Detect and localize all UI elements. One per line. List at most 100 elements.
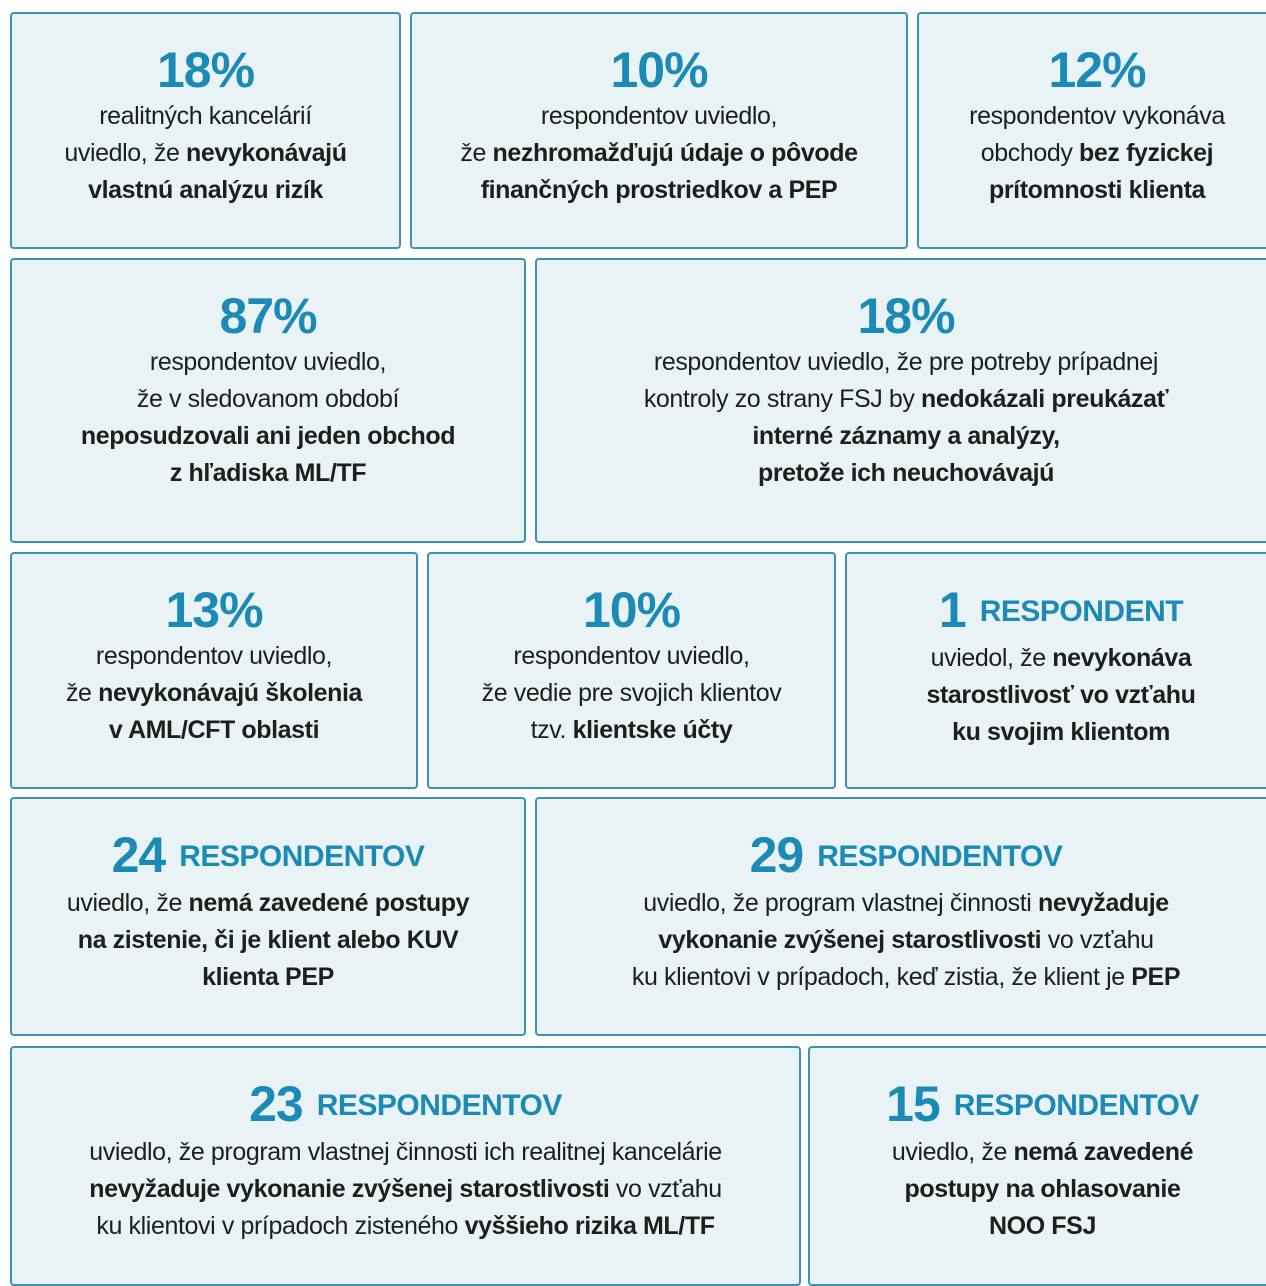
text-line: interné záznamy a analýzy, [537, 418, 1266, 455]
text-line: respondentov uviedlo, že pre potreby prí… [537, 344, 1266, 381]
bold-text: v AML/CFT oblasti [108, 716, 320, 744]
text-line: respondentov vykonáva [919, 98, 1266, 135]
text: že [460, 139, 493, 167]
text-line: neposudzovali ani jeden obchod [12, 418, 524, 455]
text-line: starostlivosť vo vzťahu [847, 677, 1266, 714]
bold-text: nevykonávajú školenia [98, 679, 363, 707]
text: obchody [980, 139, 1080, 167]
headline: 87% [12, 288, 524, 344]
bold-text: nedokázali preukázať [921, 385, 1169, 413]
text: uviedlo, že program vlastnej činnosti [643, 889, 1038, 917]
stat-card: 15 RESPONDENTOV uviedlo, že nemá zavedené p… [808, 1046, 1266, 1286]
bold-text: klienta PEP [202, 963, 334, 991]
text-line: uviedlo, že nevykonávajú [12, 135, 399, 172]
headline: 10% [429, 582, 834, 638]
text: realitných kancelárií [99, 102, 312, 130]
text: že vedie pre svojich klientov [481, 679, 782, 707]
bold-text: nemá zavedené postupy [188, 889, 470, 917]
headline: 29 RESPONDENTOV [537, 827, 1266, 885]
stat-card: 18% realitných kancelárií uviedlo, že nevy… [10, 12, 401, 249]
text-line: respondentov uviedlo, [12, 638, 416, 675]
headline: 12% [919, 42, 1266, 98]
bold-text: nevykonáva [1052, 644, 1192, 672]
stat-card: 23 RESPONDENTOV uviedlo, že program vlastn… [10, 1046, 801, 1286]
headline: 15 RESPONDENTOV [810, 1076, 1266, 1134]
text: respondentov uviedlo, [149, 348, 387, 376]
text: uviedlo, že [891, 1138, 1014, 1166]
text: respondentov vykonáva [969, 102, 1225, 130]
headline: 18% [537, 288, 1266, 344]
text-line: že nezhromažďujú údaje o pôvode [412, 135, 906, 172]
text: respondentov uviedlo, že pre potreby prí… [653, 348, 1159, 376]
stat-card: 10% respondentov uviedlo, že nezhromažďujú… [410, 12, 908, 249]
text: ku klientovi v prípadoch zisteného [96, 1212, 465, 1240]
text-line: klienta PEP [12, 959, 524, 996]
bold-text: prítomnosti klienta [988, 176, 1206, 204]
text: uviedlo, že [64, 139, 187, 167]
bold-text: nevyžaduje vykonanie zvýšenej starostliv… [89, 1175, 610, 1203]
text-line: ku klientovi v prípadoch, keď zistia, že… [537, 959, 1266, 996]
text-line: NOO FSJ [810, 1208, 1266, 1245]
headline: 1 RESPONDENT [847, 582, 1266, 640]
bold-text: vykonanie zvýšenej starostlivosti [658, 926, 1042, 954]
unit: RESPONDENTOV [817, 840, 1063, 873]
figure: 10% [610, 42, 708, 98]
headline: 13% [12, 582, 416, 638]
text: ku klientovi v prípadoch, keď zistia, že… [631, 963, 1132, 991]
text-line: vlastnú analýzu rizík [12, 172, 399, 209]
stat-card: 18% respondentov uviedlo, že pre potreby … [535, 258, 1266, 543]
text: respondentov uviedlo, [540, 102, 778, 130]
text-line: prítomnosti klienta [919, 172, 1266, 209]
stat-card: 24 RESPONDENTOV uviedlo, že nemá zavedené … [10, 797, 526, 1036]
headline: 18% [12, 42, 399, 98]
text-line: kontroly zo strany FSJ by nedokázali pre… [537, 381, 1266, 418]
bold-text: nezhromažďujú údaje o pôvode [492, 139, 859, 167]
figure: 29 [749, 827, 805, 883]
text: tzv. [530, 716, 573, 744]
headline: 23 RESPONDENTOV [12, 1076, 799, 1134]
text-line: uviedlo, že program vlastnej činnosti ne… [537, 885, 1266, 922]
text-line: tzv. klientske účty [429, 712, 834, 749]
bold-text: bez fyzickej [1079, 139, 1214, 167]
text-line: že nevykonávajú školenia [12, 675, 416, 712]
figure: 87% [219, 288, 317, 344]
figure: 1 [938, 582, 967, 638]
bold-text: ku svojim klientom [952, 718, 1170, 746]
bold-text: interné záznamy a analýzy, [752, 422, 1060, 450]
text: uviedol, že [930, 644, 1053, 672]
text: uviedlo, že [66, 889, 189, 917]
text-line: respondentov uviedlo, [12, 344, 524, 381]
stat-card: 87% respondentov uviedlo, že v sledovanom … [10, 258, 526, 543]
text: uviedlo, že program vlastnej činnosti ic… [89, 1138, 722, 1166]
text: respondentov uviedlo, [513, 642, 750, 670]
bold-text: pretože ich neuchovávajú [757, 459, 1055, 487]
bold-text: vlastnú analýzu rizík [88, 176, 323, 204]
bold-text: postupy na ohlasovanie [904, 1175, 1181, 1203]
stat-card: 29 RESPONDENTOV uviedlo, že program vlastn… [535, 797, 1266, 1036]
text-line: nevyžaduje vykonanie zvýšenej starostliv… [12, 1171, 799, 1208]
text: respondentov uviedlo, [95, 642, 333, 670]
text-line: na zistenie, či je klient alebo KUV [12, 922, 524, 959]
unit: RESPONDENTOV [316, 1089, 563, 1122]
bold-text: PEP [1131, 963, 1181, 991]
text-line: uviedlo, že program vlastnej činnosti ic… [12, 1134, 799, 1171]
text: vo vzťahu [609, 1175, 722, 1203]
text: kontroly zo strany FSJ by [643, 385, 922, 413]
bold-text: z hľadiska ML/TF [169, 459, 367, 487]
bold-text: nemá zavedené [1013, 1138, 1194, 1166]
stat-card: 13% respondentov uviedlo, že nevykonávajú … [10, 552, 418, 789]
text: že [65, 679, 99, 707]
figure: 18% [156, 42, 255, 98]
text-line: uviedol, že nevykonáva [847, 640, 1266, 677]
text-line: realitných kancelárií [12, 98, 399, 135]
text-line: že vedie pre svojich klientov [429, 675, 834, 712]
bold-text: nevykonávajú [186, 139, 347, 167]
text-line: respondentov uviedlo, [429, 638, 834, 675]
text-line: ku klientovi v prípadoch zisteného vyšši… [12, 1208, 799, 1245]
text: že v sledovanom období [136, 385, 400, 413]
bold-text: NOO FSJ [989, 1212, 1096, 1240]
stat-card: 1 RESPONDENT uviedol, že nevykonáva starost… [845, 552, 1266, 789]
bold-text: finančných prostriedkov a PEP [480, 176, 838, 204]
bold-text: neposudzovali ani jeden obchod [80, 422, 456, 450]
